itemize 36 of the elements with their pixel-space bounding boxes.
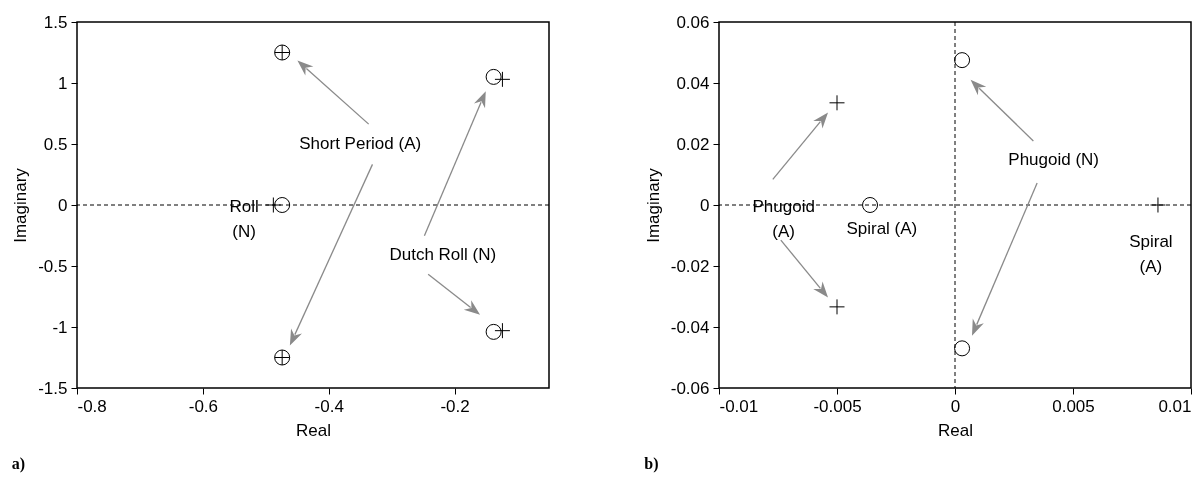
y-axis-title: Imaginary: [11, 167, 31, 243]
y-tick-label: 0.02: [676, 134, 710, 154]
annotation: Dutch Roll (N): [389, 245, 497, 265]
annotation: Spiral (A): [846, 218, 918, 238]
x-tick-label: -0.6: [188, 396, 219, 416]
y-tick-label: 1.5: [43, 12, 68, 32]
y-tick-label: -1.5: [38, 378, 68, 398]
y-tick-label: 0.06: [676, 12, 710, 32]
x-tick-label: 0.01: [1158, 396, 1192, 416]
x-axis-title: Real: [938, 420, 973, 440]
y-tick-label: 0: [700, 195, 710, 215]
annotation: Roll (N): [229, 196, 259, 241]
x-tick-label: -0.8: [77, 396, 107, 416]
y-tick-label: -0.06: [670, 378, 710, 398]
x-tick-label: 0: [950, 396, 961, 416]
x-tick-label: -0.4: [314, 396, 344, 416]
y-tick-label: -1: [52, 317, 68, 337]
x-tick-label: -0.01: [719, 396, 759, 416]
y-tick-label: -0.02: [670, 256, 710, 276]
text: b): [644, 455, 659, 473]
x-axis-title: Real: [296, 420, 331, 440]
y-tick-label: 1: [58, 73, 68, 93]
y-tick-label: 0: [58, 195, 68, 215]
annotation: Phugoid (A): [752, 196, 815, 241]
annotation: Phugoid (N): [1008, 149, 1100, 169]
y-tick-label: 0.5: [43, 134, 68, 154]
y-axis-title: Imaginary: [643, 167, 663, 243]
x-tick-label: -0.2: [440, 396, 470, 416]
text: a): [11, 455, 26, 473]
annotation: Short Period (A): [299, 133, 422, 153]
y-tick-label: -0.04: [670, 317, 710, 337]
annotation: Spiral (A): [1129, 232, 1173, 277]
x-tick-label: -0.005: [813, 396, 862, 416]
y-tick-label: -0.5: [38, 256, 68, 276]
y-tick-label: 0.04: [676, 73, 710, 93]
x-tick-label: 0.005: [1052, 396, 1095, 416]
